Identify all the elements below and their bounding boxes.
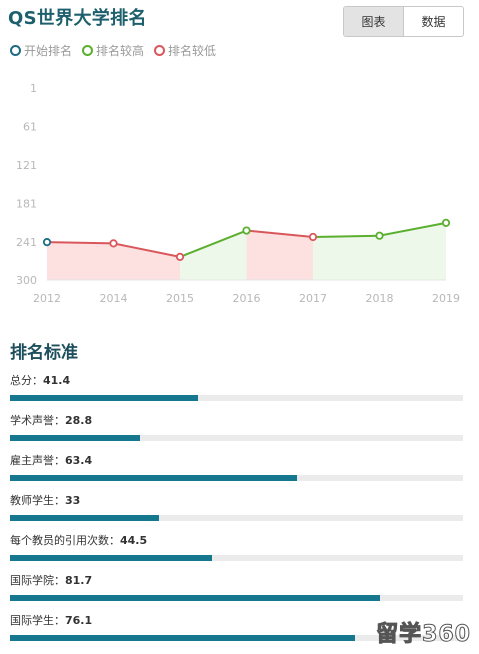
x-tick-label: 2016 bbox=[233, 292, 261, 305]
criteria-name: 国际学院 bbox=[10, 574, 54, 587]
page-title: QS世界大学排名 bbox=[8, 8, 147, 29]
criteria-separator: ： bbox=[54, 414, 65, 427]
criteria-value: 33 bbox=[65, 494, 81, 507]
legend-start-dot-icon bbox=[10, 45, 21, 56]
data-point bbox=[42, 238, 52, 247]
legend-higher-label: 排名较高 bbox=[96, 44, 145, 58]
series-line-segment bbox=[312, 234, 380, 238]
x-tick-label: 2017 bbox=[299, 292, 327, 305]
criteria-label: 学术声誉：28.8 bbox=[10, 412, 463, 428]
criteria-bar-track bbox=[10, 555, 463, 561]
x-tick-label: 2014 bbox=[100, 292, 128, 305]
data-point bbox=[242, 226, 251, 235]
criteria-bar-fill bbox=[10, 595, 381, 601]
legend-start-label: 开始排名 bbox=[24, 44, 73, 58]
segment-fill bbox=[313, 235, 380, 280]
criteria-bar-fill bbox=[10, 555, 212, 561]
tab-data[interactable]: 数据 bbox=[421, 15, 446, 29]
criteria-item: 国际学院：81.7 bbox=[10, 572, 463, 601]
criteria-bar-fill bbox=[10, 435, 141, 441]
criteria-label: 每个教员的引用次数：44.5 bbox=[10, 532, 463, 548]
criteria-value: 81.7 bbox=[65, 574, 93, 587]
criteria-label: 国际学院：81.7 bbox=[10, 572, 463, 588]
tab-chart[interactable]: 图表 bbox=[344, 7, 404, 36]
y-tick-label: 300 bbox=[16, 274, 37, 287]
criteria-name: 学术声誉 bbox=[10, 414, 54, 427]
legend-lower-label: 排名较低 bbox=[168, 44, 217, 58]
criteria-item: 国际学生：76.1 bbox=[10, 612, 463, 641]
criteria-bar-track bbox=[10, 595, 463, 601]
criteria-bar-fill bbox=[10, 515, 160, 521]
criteria-separator: ： bbox=[54, 494, 65, 507]
legend-higher[interactable]: 排名较高 bbox=[82, 42, 144, 59]
criteria-value: 76.1 bbox=[65, 614, 93, 627]
segment-fill bbox=[47, 242, 114, 280]
criteria-title: 排名标准 bbox=[10, 343, 78, 363]
criteria-item: 教师学生：33 bbox=[10, 492, 463, 521]
criteria-separator: ： bbox=[54, 574, 65, 587]
chart-legend: 开始排名 排名较高 排名较低 bbox=[10, 42, 216, 59]
x-tick-label: 2019 bbox=[432, 292, 460, 305]
series-line-segment bbox=[46, 241, 114, 245]
criteria-label: 雇主声誉：63.4 bbox=[10, 452, 463, 468]
series-line-segment bbox=[113, 242, 181, 258]
legend-higher-dot-icon bbox=[82, 45, 94, 56]
segment-fill bbox=[379, 222, 446, 280]
criteria-value: 41.4 bbox=[43, 374, 71, 387]
x-tick-label: 2018 bbox=[366, 292, 394, 305]
watermark-logo: 留学360 bbox=[376, 622, 471, 648]
x-tick-label: 2015 bbox=[166, 292, 194, 305]
criteria-name: 教师学生 bbox=[10, 494, 54, 507]
x-tick-label: 2012 bbox=[33, 292, 61, 305]
criteria-name: 雇主声誉 bbox=[10, 454, 54, 467]
view-toggle: 图表 数据 bbox=[343, 6, 464, 37]
segment-fill bbox=[113, 243, 180, 280]
data-point bbox=[308, 232, 318, 242]
criteria-name: 每个教员的引用次数 bbox=[10, 534, 109, 547]
criteria-bar-track bbox=[10, 515, 463, 521]
criteria-separator: ： bbox=[109, 534, 120, 547]
criteria-separator: ： bbox=[32, 374, 43, 387]
y-tick-label: 1 bbox=[30, 82, 37, 95]
criteria-separator: ： bbox=[54, 454, 65, 467]
legend-lower-dot-icon bbox=[154, 45, 166, 56]
criteria-name: 总分 bbox=[10, 374, 32, 387]
criteria-name: 国际学生 bbox=[10, 614, 54, 627]
series-line-segment bbox=[246, 229, 314, 238]
criteria-item: 雇主声誉：63.4 bbox=[10, 452, 463, 481]
criteria-bar-fill bbox=[10, 635, 355, 641]
criteria-bar-track bbox=[10, 475, 463, 481]
ranking-line-chart: 1 61 121 181 241 300 2012 2014 2015 2016 2017 2018 2… bbox=[16, 82, 460, 305]
criteria-value: 63.4 bbox=[65, 454, 93, 467]
y-tick-label: 61 bbox=[23, 121, 37, 134]
criteria-bar-track bbox=[10, 435, 463, 441]
legend-lower[interactable]: 排名较低 bbox=[154, 42, 216, 59]
data-point bbox=[175, 252, 185, 261]
y-tick-label: 181 bbox=[16, 198, 37, 211]
criteria-value: 44.5 bbox=[120, 534, 148, 547]
criteria-item: 总分：41.4 bbox=[10, 372, 463, 401]
criteria-value: 28.8 bbox=[65, 414, 93, 427]
series-line-segment bbox=[179, 229, 247, 258]
criteria-bar-track bbox=[10, 395, 463, 401]
criteria-label: 国际学生：76.1 bbox=[10, 612, 463, 628]
criteria-label: 总分：41.4 bbox=[10, 372, 463, 388]
segment-fill bbox=[246, 230, 313, 280]
criteria-bar-track bbox=[10, 635, 463, 641]
y-tick-label: 241 bbox=[16, 236, 37, 249]
data-point bbox=[109, 239, 118, 248]
series-line-segment bbox=[379, 221, 447, 237]
criteria-bar-fill bbox=[10, 475, 298, 481]
criteria-label: 教师学生：33 bbox=[10, 492, 463, 508]
criteria-item: 学术声誉：28.8 bbox=[10, 412, 463, 441]
criteria-bar-fill bbox=[10, 395, 198, 401]
criteria-item: 每个教员的引用次数：44.5 bbox=[10, 532, 463, 561]
segment-fill bbox=[180, 230, 247, 280]
y-tick-label: 121 bbox=[16, 159, 37, 172]
legend-start[interactable]: 开始排名 bbox=[10, 42, 72, 59]
data-point bbox=[375, 231, 384, 240]
criteria-separator: ： bbox=[54, 614, 65, 627]
data-point bbox=[441, 218, 451, 227]
